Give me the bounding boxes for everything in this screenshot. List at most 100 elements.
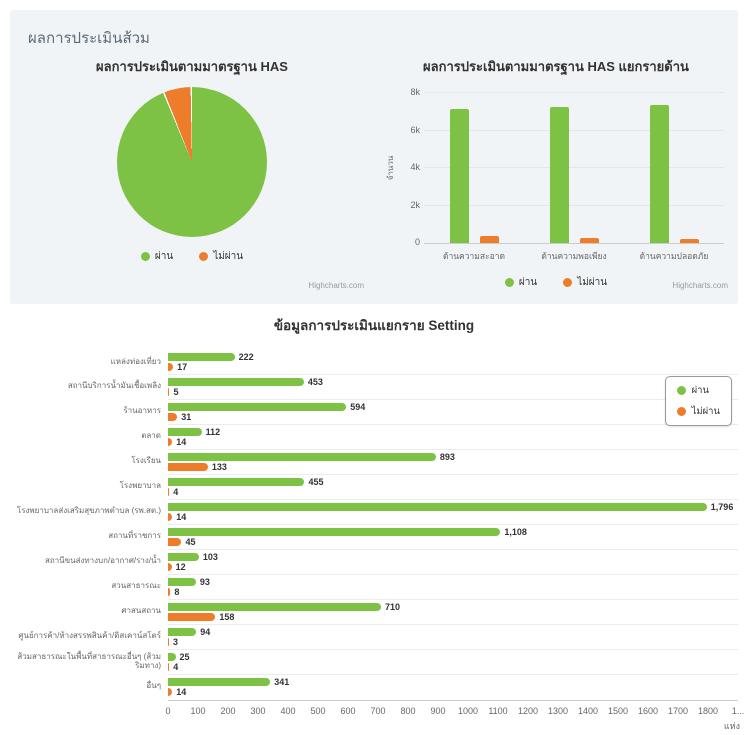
pass-bar[interactable] [168, 453, 436, 461]
setting-row-plot: 25 4 [168, 649, 738, 674]
y-tick-label: 8k [410, 87, 420, 97]
x-axis-unit: แห่ง [723, 721, 740, 731]
pass-legend-dot-icon [504, 278, 514, 287]
x-tick-label: 1400 [577, 706, 598, 716]
pass-bar[interactable] [168, 478, 305, 486]
gridline [424, 129, 724, 131]
pass-bar[interactable] [168, 603, 381, 611]
fail-bar-value: 14 [176, 687, 187, 697]
legend-fail-label: ไม่ผ่าน [577, 277, 608, 288]
fail-legend-dot-icon [199, 252, 209, 261]
setting-row-plot: 1,796 14 [168, 499, 738, 524]
legend-item-pass[interactable]: ผ่าน [140, 249, 173, 264]
pass-bar-line: 94 [168, 627, 738, 637]
pass-bar[interactable] [168, 528, 501, 536]
setting-category-label: สถานีบริการน้ำมันเชื้อเพลิง [67, 381, 161, 391]
pass-bar-value: 453 [307, 377, 323, 387]
setting-row: ร้านอาหาร 594 31 [10, 399, 738, 424]
fail-bar-value: 133 [211, 462, 227, 472]
x-tick-label: 700 [370, 706, 386, 716]
fail-bar[interactable] [168, 388, 170, 396]
x-tick-label: 500 [310, 706, 326, 716]
column-category-label: ด้านความปลอดภัย [639, 251, 709, 261]
fail-bar-line: 3 [168, 637, 738, 647]
pie-chart-title: ผลการประเมินตามมาตรฐาน HAS [96, 59, 288, 74]
setting-row: โรงเรียน 893 133 [10, 449, 738, 474]
pass-bar[interactable] [168, 353, 235, 361]
fail-bar[interactable] [679, 239, 699, 243]
fail-bar[interactable] [168, 413, 178, 421]
x-tick-label: 1200 [517, 706, 539, 716]
legend-item-fail[interactable]: ไม่ผ่าน [676, 404, 720, 419]
setting-row: โรงพยาบาลส่งเสริมสุขภาพตำบล (รพ.สต.) 1,79… [10, 499, 738, 524]
fail-bar[interactable] [168, 438, 173, 446]
setting-row: สวนสาธารณะ 93 8 [10, 574, 738, 599]
pass-bar[interactable] [168, 553, 199, 561]
pie-chart[interactable] [117, 87, 267, 237]
fail-bar[interactable] [168, 463, 208, 471]
pass-bar-line: 25 [168, 652, 738, 662]
setting-row: อื่นๆ 341 14 [10, 674, 738, 699]
fail-bar[interactable] [168, 538, 182, 546]
pass-bar[interactable] [549, 107, 569, 243]
pass-bar[interactable] [449, 108, 469, 243]
fail-bar-line: 8 [168, 587, 738, 597]
fail-bar-line: 133 [168, 462, 738, 472]
setting-category-label: สถานที่ราชการ [108, 531, 161, 541]
pass-bar-line: 341 [168, 677, 738, 687]
pass-bar[interactable] [168, 653, 176, 661]
pass-bar[interactable] [168, 678, 271, 686]
setting-category-label: ศาสนสถาน [121, 606, 161, 616]
setting-row: ศาสนสถาน 710 158 [10, 599, 738, 624]
legend-pass-label: ผ่าน [518, 277, 538, 288]
pass-bar[interactable] [168, 403, 347, 411]
fail-bar[interactable] [579, 238, 599, 243]
fail-bar[interactable] [168, 563, 172, 571]
fail-bar[interactable] [168, 488, 170, 496]
pass-bar[interactable] [649, 105, 669, 243]
setting-category-label: โรงพยาบาลส่งเสริมสุขภาพตำบล (รพ.สต.) [16, 506, 161, 516]
setting-row: สถานีขนส่งทางบก/อากาศ/ราง/น้ำ 103 12 [10, 549, 738, 574]
setting-row: ส้วมสาธารณะในพื้นที่สาธารณะอื่นๆ (ส้วมริ… [10, 649, 738, 674]
pass-bar[interactable] [168, 503, 707, 511]
fail-bar-value: 3 [173, 637, 179, 647]
legend-item-fail[interactable]: ไม่ผ่าน [199, 249, 243, 264]
fail-bar[interactable] [168, 513, 173, 521]
pie-wrap [10, 87, 374, 237]
setting-category-label: ส้วมสาธารณะในพื้นที่สาธารณะอื่นๆ (ส้วมริ… [17, 652, 161, 670]
x-tick-label: 300 [250, 706, 266, 716]
fail-legend-dot-icon [676, 407, 686, 416]
fail-bar[interactable] [168, 613, 216, 621]
setting-row-plot: 893 133 [168, 449, 738, 474]
pass-bar[interactable] [168, 578, 196, 586]
highcharts-credit[interactable]: Highcharts.com [672, 281, 728, 290]
setting-category-label: ตลาด [141, 431, 161, 441]
pass-bar-line: 710 [168, 602, 738, 612]
pass-bar-value: 93 [199, 577, 210, 587]
pass-bar-line: 594 [168, 402, 738, 412]
pass-bar[interactable] [168, 428, 202, 436]
fail-bar[interactable] [168, 363, 174, 371]
x-tick-label: 400 [280, 706, 296, 716]
legend-item-pass[interactable]: ผ่าน [504, 275, 538, 290]
fail-bar-value: 17 [177, 362, 188, 372]
fail-bar[interactable] [168, 663, 170, 671]
legend-item-fail[interactable]: ไม่ผ่าน [563, 275, 607, 290]
highcharts-credit[interactable]: Highcharts.com [308, 281, 364, 290]
fail-bar[interactable] [168, 638, 169, 646]
fail-bar[interactable] [168, 688, 173, 696]
fail-bar-line: 45 [168, 537, 738, 547]
gridline [424, 204, 724, 206]
pass-bar-value: 222 [238, 352, 254, 362]
x-tick-label: 800 [400, 706, 416, 716]
pass-bar-value: 594 [350, 402, 366, 412]
setting-chart-section: ข้อมูลการประเมินแยกราย Setting แหล่งท่อง… [10, 314, 744, 735]
pass-bar-line: 455 [168, 477, 738, 487]
fail-bar-value: 14 [176, 437, 187, 447]
pass-bar[interactable] [168, 378, 304, 386]
fail-bar[interactable] [479, 236, 499, 243]
legend-item-pass[interactable]: ผ่าน [676, 383, 720, 398]
pass-bar[interactable] [168, 628, 197, 636]
pass-bar-value: 341 [274, 677, 290, 687]
fail-bar[interactable] [168, 588, 171, 596]
